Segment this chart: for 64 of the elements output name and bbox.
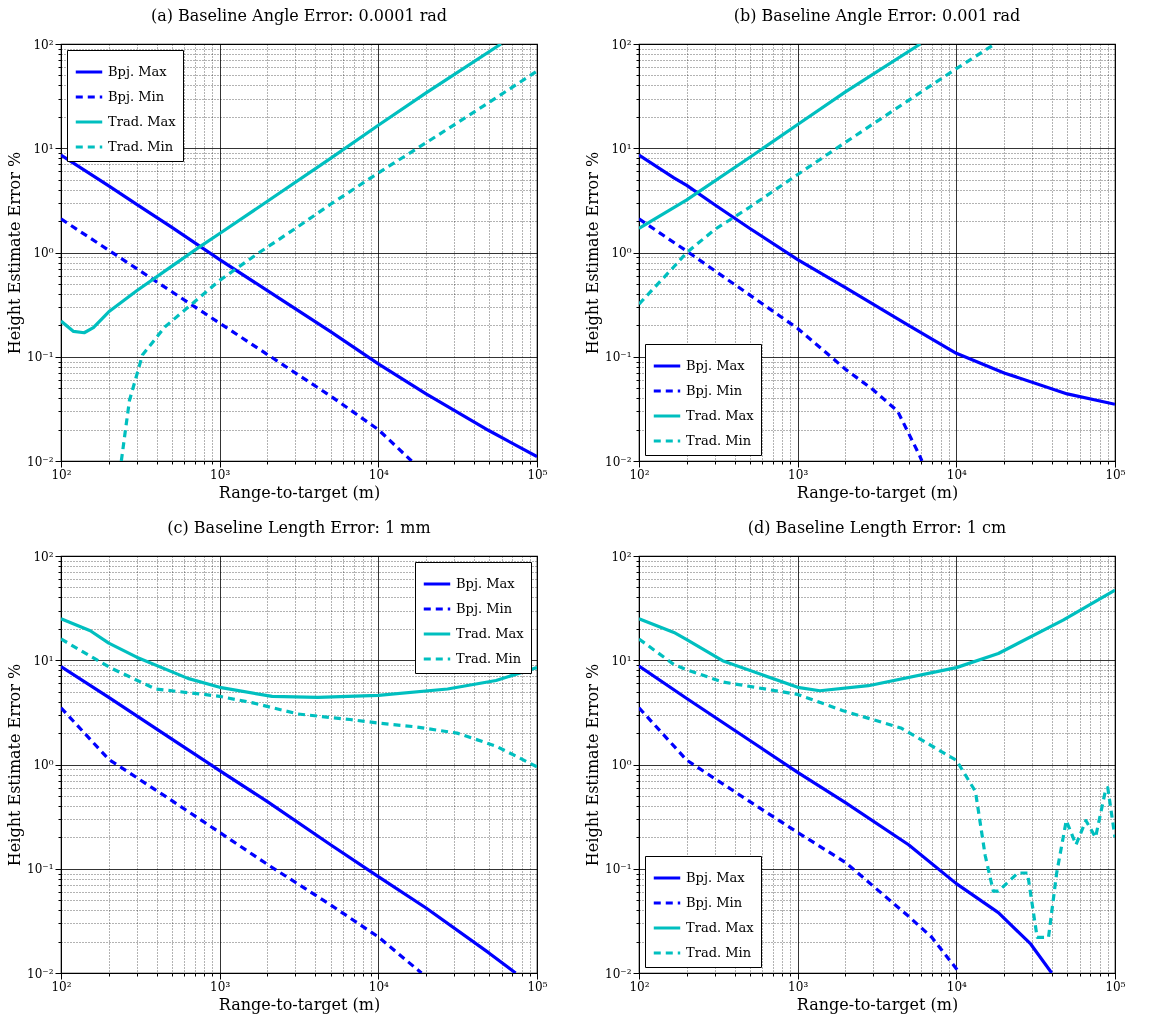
x-axis-title: Range-to-target (m) bbox=[218, 994, 381, 1014]
legend-label: Bpj. Max bbox=[108, 64, 168, 79]
x-axis-title: Range-to-target (m) bbox=[218, 482, 381, 502]
legend-label: Bpj. Min bbox=[456, 601, 513, 616]
y-tick-label: 10⁻² bbox=[27, 454, 54, 469]
legend-label: Trad. Min bbox=[456, 651, 522, 666]
y-tick-label: 10² bbox=[33, 549, 54, 564]
legend-label: Trad. Max bbox=[686, 408, 755, 423]
x-tick-label: 10⁴ bbox=[946, 467, 968, 482]
chart-title: (a) Baseline Angle Error: 0.0001 rad bbox=[150, 6, 448, 25]
x-tick-label: 10³ bbox=[210, 467, 231, 482]
legend-label: Bpj. Max bbox=[686, 870, 746, 885]
x-tick-label: 10³ bbox=[210, 979, 231, 994]
y-tick-label: 10⁰ bbox=[33, 246, 54, 260]
x-tick-label: 10³ bbox=[788, 979, 809, 994]
x-tick-label: 10⁵ bbox=[527, 979, 548, 994]
x-tick-label: 10³ bbox=[788, 467, 809, 482]
y-tick-label: 10¹ bbox=[611, 141, 632, 156]
y-tick-label: 10¹ bbox=[33, 141, 54, 156]
legend-label: Trad. Max bbox=[456, 626, 525, 641]
x-tick-label: 10² bbox=[51, 467, 72, 482]
x-tick-label: 10⁵ bbox=[1105, 979, 1126, 994]
chart-title: (c) Baseline Length Error: 1 mm bbox=[167, 518, 431, 537]
x-tick-label: 10⁵ bbox=[1105, 467, 1126, 482]
x-tick-label: 10⁴ bbox=[368, 467, 390, 482]
y-axis-title: Height Estimate Error % bbox=[5, 151, 25, 355]
y-tick-label: 10⁻¹ bbox=[605, 350, 632, 365]
legend-label: Trad. Min bbox=[686, 433, 752, 448]
x-tick-label: 10² bbox=[629, 979, 650, 994]
y-tick-label: 10² bbox=[611, 37, 632, 52]
y-tick-label: 10² bbox=[33, 37, 54, 52]
x-tick-label: 10⁴ bbox=[368, 979, 390, 994]
chart-title: (d) Baseline Length Error: 1 cm bbox=[747, 518, 1007, 537]
x-axis-title: Range-to-target (m) bbox=[796, 482, 959, 502]
y-tick-label: 10⁰ bbox=[33, 758, 54, 772]
legend-label: Trad. Max bbox=[686, 920, 755, 935]
y-tick-label: 10⁻¹ bbox=[27, 862, 54, 877]
y-tick-label: 10⁰ bbox=[611, 246, 632, 260]
y-axis-title: Height Estimate Error % bbox=[583, 151, 603, 355]
chart-title: (b) Baseline Angle Error: 0.001 rad bbox=[733, 6, 1021, 25]
legend-label: Bpj. Min bbox=[686, 383, 743, 398]
y-axis-title: Height Estimate Error % bbox=[5, 663, 25, 867]
legend-label: Trad. Max bbox=[108, 114, 177, 129]
legend-label: Trad. Min bbox=[686, 945, 752, 960]
y-axis-title: Height Estimate Error % bbox=[583, 663, 603, 867]
legend-label: Bpj. Min bbox=[686, 895, 743, 910]
legend-label: Trad. Min bbox=[108, 139, 174, 154]
legend-label: Bpj. Max bbox=[686, 358, 746, 373]
y-tick-label: 10⁻¹ bbox=[605, 862, 632, 877]
x-tick-label: 10⁴ bbox=[946, 979, 968, 994]
y-tick-label: 10¹ bbox=[33, 653, 54, 668]
x-tick-label: 10² bbox=[51, 979, 72, 994]
y-tick-label: 10⁻² bbox=[605, 454, 632, 469]
y-tick-label: 10⁰ bbox=[611, 758, 632, 772]
y-tick-label: 10² bbox=[611, 549, 632, 564]
y-tick-label: 10¹ bbox=[611, 653, 632, 668]
y-tick-label: 10⁻² bbox=[27, 966, 54, 981]
x-axis-title: Range-to-target (m) bbox=[796, 994, 959, 1014]
y-tick-label: 10⁻¹ bbox=[27, 350, 54, 365]
y-tick-label: 10⁻² bbox=[605, 966, 632, 981]
x-tick-label: 10² bbox=[629, 467, 650, 482]
legend-label: Bpj. Min bbox=[108, 89, 165, 104]
x-tick-label: 10⁵ bbox=[527, 467, 548, 482]
legend-label: Bpj. Max bbox=[456, 576, 516, 591]
